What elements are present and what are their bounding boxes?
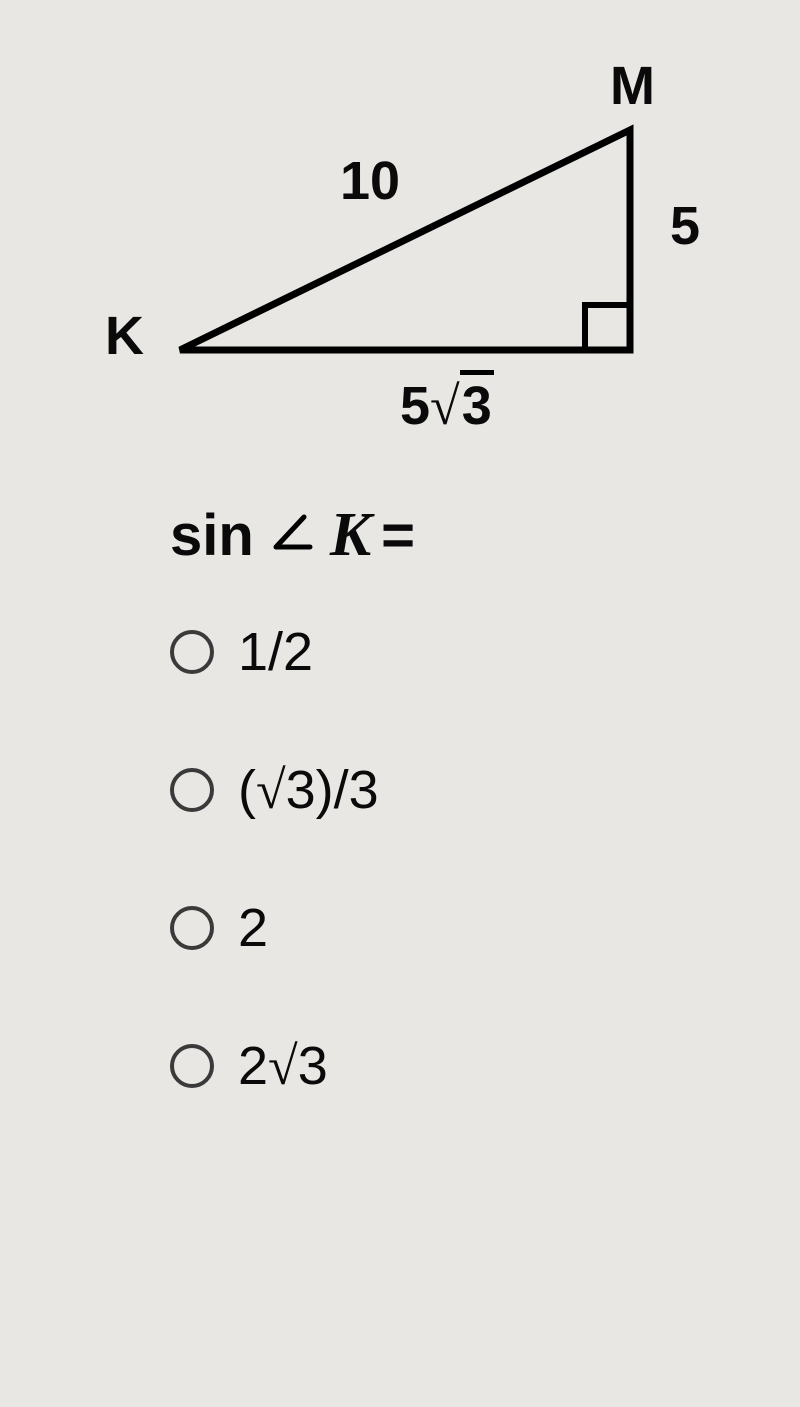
question-suffix: = (381, 502, 415, 569)
option-1[interactable]: 1/2 (170, 621, 740, 683)
option-3[interactable]: 2 (170, 897, 740, 959)
question-variable: K (330, 500, 371, 571)
radio-icon (170, 1044, 214, 1088)
triangle-shape (180, 130, 630, 350)
option-2-text: (√3)/3 (238, 759, 379, 821)
radio-icon (170, 906, 214, 950)
vertex-m-label: M (610, 55, 655, 117)
option-4-text: 2√3 (238, 1035, 328, 1097)
triangle-diagram: M K 10 5 5√3 (140, 60, 720, 440)
vertex-k-label: K (105, 305, 144, 367)
question-prefix: sin (170, 502, 254, 569)
option-4-radicand: 3 (298, 1036, 328, 1096)
sqrt-symbol: √ (256, 760, 286, 820)
hypotenuse-label: 10 (340, 150, 400, 212)
option-4[interactable]: 2√3 (170, 1035, 740, 1097)
question-text: sin K = (170, 500, 740, 571)
sqrt-symbol: √ (430, 376, 460, 436)
option-1-text: 1/2 (238, 621, 313, 683)
option-4-prefix: 2 (238, 1036, 268, 1096)
option-2[interactable]: (√3)/3 (170, 759, 740, 821)
option-2-prefix: ( (238, 760, 256, 820)
option-3-text: 2 (238, 897, 268, 959)
options-list: 1/2 (√3)/3 2 2√3 (170, 621, 740, 1097)
radio-icon (170, 630, 214, 674)
angle-icon (268, 502, 316, 569)
bottom-prefix: 5 (400, 376, 430, 436)
radio-icon (170, 768, 214, 812)
bottom-radicand: 3 (460, 370, 494, 437)
bottom-side-label: 5√3 (400, 370, 494, 437)
right-side-label: 5 (670, 195, 700, 257)
sqrt-symbol: √ (268, 1036, 298, 1096)
option-2-suffix: )/3 (316, 760, 379, 820)
right-angle-marker (585, 305, 630, 350)
option-2-radicand: 3 (286, 760, 316, 820)
